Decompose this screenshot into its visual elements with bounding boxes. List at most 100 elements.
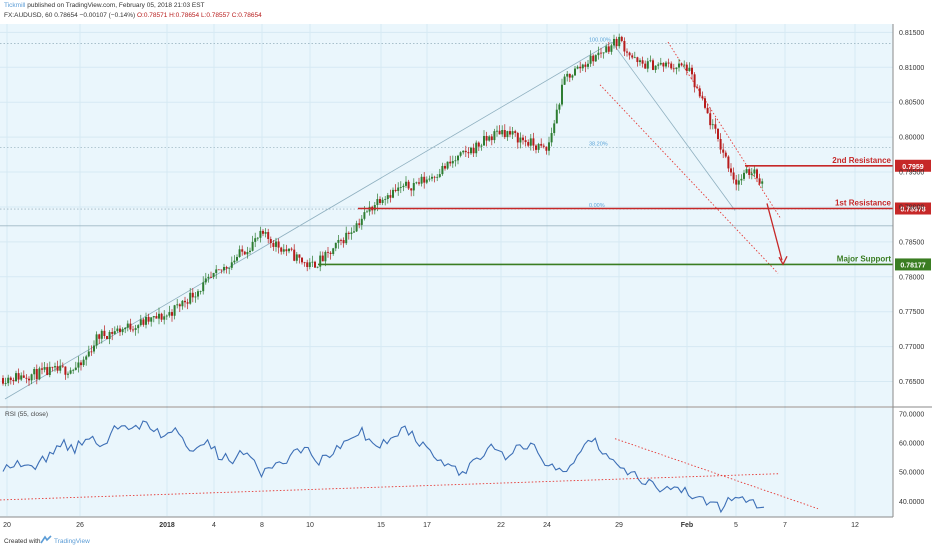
candle (280, 246, 283, 255)
candle-body (168, 312, 171, 316)
candle (238, 245, 241, 258)
candle (199, 290, 202, 295)
candle (652, 58, 654, 71)
candle-body (35, 369, 38, 380)
candle (251, 235, 254, 252)
candle-body (233, 260, 236, 263)
candle (475, 140, 478, 157)
candle-body (527, 142, 530, 146)
candle (80, 360, 82, 371)
candle-body (574, 68, 576, 76)
candle (262, 229, 264, 237)
candle-body (420, 176, 423, 184)
candle-body (56, 366, 59, 371)
candle-body (548, 142, 550, 151)
candle (711, 119, 714, 130)
candle-body (249, 250, 251, 253)
candle-body (579, 66, 582, 69)
candle-body (316, 266, 319, 268)
candle (459, 151, 462, 158)
candle (574, 65, 576, 77)
candle-body (210, 276, 212, 278)
author-link[interactable]: Tickmill (4, 2, 26, 9)
candle-body (145, 316, 147, 325)
candle-body (256, 237, 259, 239)
candle (77, 356, 80, 373)
candle (444, 163, 446, 171)
candle-body (48, 366, 51, 376)
candle (589, 50, 592, 67)
candle-body (613, 38, 615, 46)
time-axis-tick: 29 (615, 522, 623, 529)
candle-body (740, 178, 743, 181)
candle (59, 359, 62, 374)
candle (420, 174, 423, 187)
chart-footer: Created with TradingView (0, 532, 932, 550)
level-price-label: 0.78177 (900, 262, 925, 269)
candle (22, 370, 25, 378)
candle-body (735, 179, 738, 185)
candle (441, 162, 444, 176)
candle-body (761, 181, 764, 184)
candle-body (142, 319, 145, 325)
candle-body (626, 51, 628, 53)
candle (33, 367, 36, 380)
candle-body (659, 62, 662, 65)
candle (178, 303, 181, 313)
candle (243, 250, 246, 256)
candle-body (191, 292, 194, 298)
candle (509, 126, 511, 138)
candle-body (428, 178, 431, 180)
candle (4, 377, 7, 387)
candle-body (379, 199, 381, 203)
candle-body (535, 145, 537, 150)
candle-body (189, 292, 192, 304)
candle-body (467, 152, 470, 154)
candle (319, 251, 322, 272)
candle-body (532, 138, 535, 146)
candle (732, 167, 735, 184)
candle (259, 226, 262, 243)
candle (295, 251, 298, 264)
candle-body (576, 66, 579, 69)
candle (535, 144, 537, 154)
candle-body (220, 269, 223, 271)
tradingview-brand[interactable]: TradingView (54, 538, 90, 545)
candle-body (431, 176, 433, 179)
candle-body (12, 379, 15, 382)
candle (7, 374, 10, 387)
candle (428, 175, 431, 182)
candle-body (641, 60, 644, 64)
candle-body (459, 152, 462, 156)
candle (350, 227, 353, 240)
candle (72, 368, 75, 374)
candle-body (337, 239, 340, 243)
candle-body (217, 269, 220, 271)
candle (160, 312, 163, 322)
candle-body (121, 329, 124, 333)
candle (758, 173, 761, 186)
candle-body (173, 305, 176, 316)
candle (665, 60, 667, 69)
candle (67, 371, 69, 379)
candle-body (9, 377, 12, 380)
candle-body (61, 365, 64, 367)
candle (522, 134, 524, 145)
candle (69, 367, 72, 375)
candle-body (644, 63, 647, 69)
candle (581, 63, 584, 72)
candle-body (51, 366, 54, 368)
candle-body (384, 199, 387, 200)
candle-body (184, 300, 186, 303)
candle (706, 103, 709, 114)
candle (301, 257, 303, 265)
rsi-line (2, 420, 765, 514)
rsi-legend: RSI (55, close) (5, 411, 48, 418)
publish-line: Tickmill published on TradingView.com, F… (4, 2, 205, 9)
candle (20, 372, 23, 382)
candle (100, 329, 103, 344)
candle-body (69, 370, 72, 374)
candle-body (319, 255, 322, 267)
candle-body (485, 135, 488, 141)
